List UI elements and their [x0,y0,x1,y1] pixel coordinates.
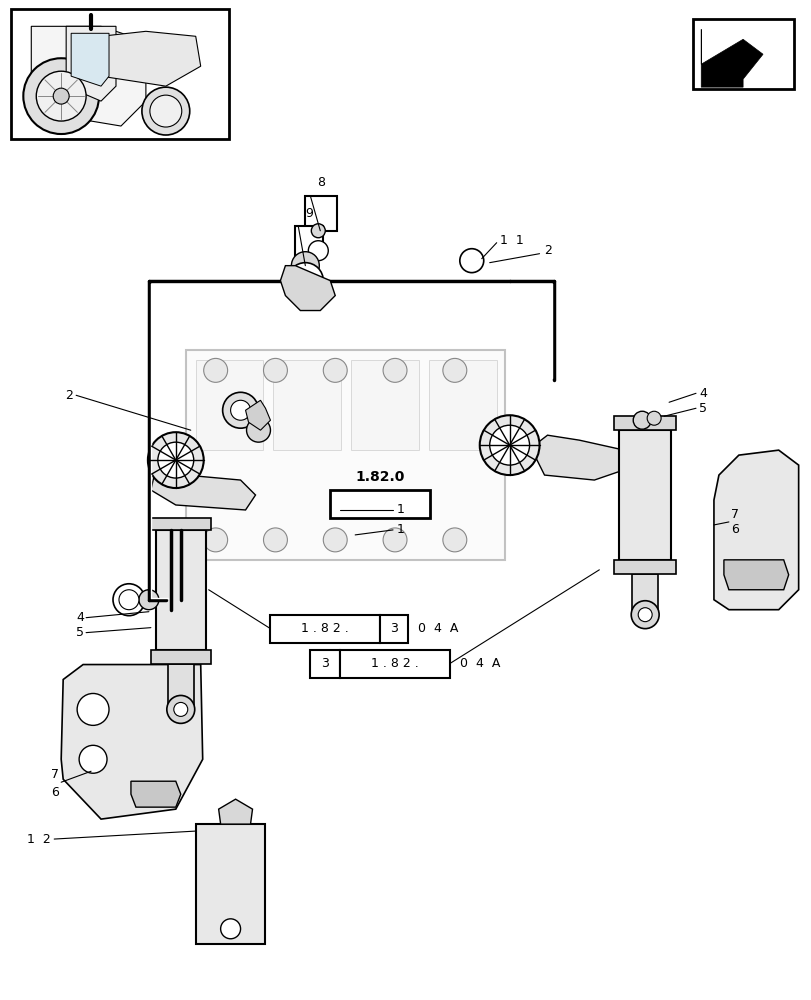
Circle shape [323,528,347,552]
Bar [151,650,210,664]
Text: 1 . 8 2 .: 1 . 8 2 . [301,622,349,635]
Bar [614,560,676,574]
Text: 1: 1 [397,523,405,536]
Text: 7: 7 [51,768,59,781]
Polygon shape [713,450,798,610]
Circle shape [79,745,107,773]
Circle shape [383,528,406,552]
Circle shape [119,590,139,610]
Circle shape [630,601,659,629]
Circle shape [479,415,539,475]
Circle shape [77,693,109,725]
Circle shape [113,584,144,616]
Text: 5: 5 [76,626,84,639]
Bar [295,226,323,256]
Bar [11,9,229,139]
Text: 9: 9 [305,207,313,220]
Bar [380,615,407,643]
Polygon shape [101,31,200,86]
Circle shape [311,224,325,238]
Polygon shape [701,29,762,87]
Bar [270,615,380,643]
Bar [428,360,496,450]
Polygon shape [151,465,255,510]
Text: 8: 8 [317,176,325,189]
Text: 0  4  A: 0 4 A [418,622,457,635]
Bar [305,196,337,231]
Text: 1: 1 [397,503,405,516]
Text: 3: 3 [389,622,397,635]
Circle shape [174,702,187,716]
Text: 1  1: 1 1 [499,234,523,247]
Bar [195,360,263,450]
Circle shape [308,241,328,261]
Circle shape [442,358,466,382]
Polygon shape [66,26,116,101]
Text: 6: 6 [730,523,738,536]
Circle shape [221,919,240,939]
Circle shape [646,411,660,425]
Circle shape [442,528,466,552]
Polygon shape [218,799,252,824]
Circle shape [633,411,650,429]
Bar [693,19,793,89]
Text: 2: 2 [544,244,551,257]
Polygon shape [723,560,787,590]
Circle shape [157,442,194,478]
Polygon shape [131,781,181,807]
Bar [195,824,265,944]
Text: 0  4  A: 0 4 A [459,657,500,670]
Circle shape [459,249,483,273]
Text: 1  2: 1 2 [28,833,51,846]
Circle shape [230,400,251,420]
Circle shape [36,71,86,121]
Polygon shape [245,400,270,430]
Text: 2: 2 [65,389,73,402]
Circle shape [489,425,529,465]
Circle shape [54,88,69,104]
Circle shape [166,695,195,723]
Text: 1.82.0: 1.82.0 [355,470,404,484]
Bar [156,530,205,650]
Polygon shape [71,33,109,86]
Circle shape [263,358,287,382]
Circle shape [222,392,258,428]
Circle shape [142,87,190,135]
Circle shape [204,528,227,552]
Text: 5: 5 [698,402,706,415]
Bar [614,416,676,430]
Circle shape [148,432,204,488]
Circle shape [24,58,99,134]
Bar [151,518,210,530]
Bar [310,650,340,678]
Circle shape [139,590,159,610]
Bar [619,430,670,560]
Circle shape [247,418,270,442]
Bar [168,664,194,708]
Bar [632,574,658,614]
Text: 7: 7 [730,508,738,521]
Bar [340,650,449,678]
Bar [186,350,504,560]
Polygon shape [534,435,629,480]
Circle shape [383,358,406,382]
Circle shape [204,358,227,382]
Polygon shape [280,266,335,311]
Bar [273,360,341,450]
Polygon shape [32,26,146,126]
Text: 4: 4 [76,611,84,624]
Bar [350,360,418,450]
Bar [330,490,429,518]
Text: 6: 6 [51,786,59,799]
Text: 4: 4 [698,387,706,400]
Text: 1 . 8 2 .: 1 . 8 2 . [371,657,418,670]
Polygon shape [61,665,203,819]
Circle shape [323,358,347,382]
Circle shape [150,95,182,127]
Circle shape [637,608,651,622]
Circle shape [291,252,319,280]
Circle shape [287,263,323,299]
Circle shape [263,528,287,552]
Text: 3: 3 [321,657,328,670]
